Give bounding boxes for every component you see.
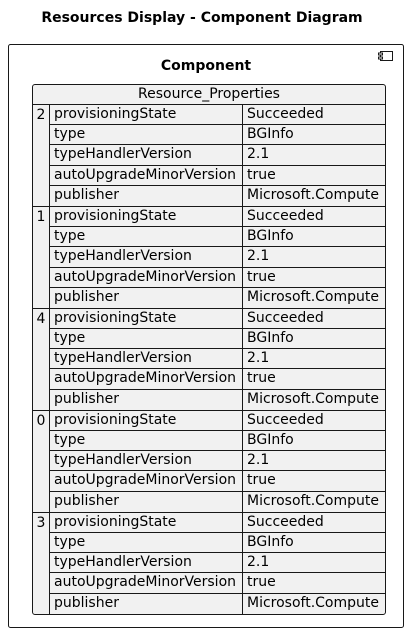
property-value: 2.1 (247, 554, 270, 571)
table-row: type BGInfo (50, 125, 385, 146)
table-body: 2 provisioningState Succeeded type BGInfo typ… (33, 105, 385, 614)
property-value: 2.1 (247, 146, 270, 163)
property-name: type (50, 532, 243, 553)
property-value: Succeeded (247, 411, 324, 428)
group-rows: provisioningState Succeeded type BGInfo type… (50, 206, 385, 308)
property-name: autoUpgradeMinorVersion (50, 267, 243, 287)
group-rows: provisioningState Succeeded type BGInfo type… (50, 410, 385, 512)
group-rows: provisioningState Succeeded type BGInfo type… (50, 512, 385, 614)
property-value: BGInfo (247, 330, 294, 347)
property-name: publisher (50, 593, 243, 614)
property-name: type (50, 329, 243, 349)
property-name: type (50, 125, 243, 145)
property-value: Succeeded (247, 207, 324, 224)
table-row: provisioningState Succeeded (50, 308, 385, 330)
table-row: typeHandlerVersion 2.1 (50, 145, 385, 166)
table-row: typeHandlerVersion 2.1 (50, 247, 385, 268)
property-value: Microsoft.Compute (247, 186, 380, 203)
property-name: provisioningState (50, 206, 243, 227)
group-rows: provisioningState Succeeded type BGInfo type… (50, 308, 385, 410)
property-value: BGInfo (247, 228, 294, 245)
resource-properties-table: Resource_Properties 2 provisioningState Su… (32, 84, 386, 615)
property-name: publisher (50, 389, 243, 410)
table-group: 1 provisioningState Succeeded type BGInfo typ… (33, 206, 385, 309)
table-group: 2 provisioningState Succeeded type BGInfo typ… (33, 105, 385, 207)
table-row: provisioningState Succeeded (50, 105, 385, 126)
property-value: Microsoft.Compute (247, 594, 380, 611)
group-index: 4 (33, 308, 50, 410)
table-row: typeHandlerVersion 2.1 (50, 451, 385, 472)
property-name: type (50, 227, 243, 247)
table-row: autoUpgradeMinorVersion true (50, 471, 385, 492)
property-name: provisioningState (50, 105, 243, 125)
table-row: type BGInfo (50, 431, 385, 452)
component-title: Component (160, 58, 252, 74)
property-value: true (247, 472, 276, 489)
property-value: 2.1 (247, 350, 270, 367)
property-value: 2.1 (247, 248, 270, 265)
table-group: 0 provisioningState Succeeded type BGInfo typ… (33, 410, 385, 513)
group-index: 1 (33, 206, 50, 308)
table-group: 3 provisioningState Succeeded type BGInfo typ… (33, 512, 385, 614)
table-row: autoUpgradeMinorVersion true (50, 267, 385, 288)
table-row: publisher Microsoft.Compute (50, 389, 385, 410)
table-header: Resource_Properties (33, 85, 385, 105)
property-value: 2.1 (247, 452, 270, 469)
property-name: typeHandlerVersion (50, 145, 243, 165)
property-value: true (247, 574, 276, 591)
group-index: 3 (33, 512, 50, 614)
table-row: type BGInfo (50, 532, 385, 554)
property-name: typeHandlerVersion (50, 247, 243, 267)
property-name: publisher (50, 491, 243, 512)
table-row: typeHandlerVersion 2.1 (50, 553, 385, 574)
property-name: autoUpgradeMinorVersion (50, 165, 243, 185)
table-row: provisioningState Succeeded (50, 206, 385, 228)
property-value: BGInfo (247, 126, 294, 143)
table-row: autoUpgradeMinorVersion true (50, 573, 385, 594)
table-row: type BGInfo (50, 227, 385, 248)
property-name: provisioningState (50, 308, 243, 329)
property-name: publisher (50, 185, 243, 206)
table-group: 4 provisioningState Succeeded type BGInfo typ… (33, 308, 385, 411)
property-value: true (247, 370, 276, 387)
property-value: BGInfo (247, 533, 294, 550)
property-value: Microsoft.Compute (247, 288, 380, 305)
property-value: BGInfo (247, 432, 294, 448)
table-row: typeHandlerVersion 2.1 (50, 349, 385, 370)
component-box: Component Resource_Properties 2 provision… (8, 44, 404, 628)
group-rows: provisioningState Succeeded type BGInfo type… (50, 105, 385, 206)
property-value: true (247, 166, 276, 183)
property-name: type (50, 431, 243, 451)
property-value: Succeeded (247, 513, 324, 530)
table-row: provisioningState Succeeded (50, 410, 385, 431)
table-row: publisher Microsoft.Compute (50, 593, 385, 614)
table-row: type BGInfo (50, 329, 385, 350)
table-row: publisher Microsoft.Compute (50, 287, 385, 308)
group-index: 0 (33, 410, 50, 512)
property-name: typeHandlerVersion (50, 553, 243, 573)
property-value: true (247, 268, 276, 285)
group-index: 2 (33, 105, 50, 206)
property-name: provisioningState (50, 512, 243, 532)
property-name: typeHandlerVersion (50, 349, 243, 369)
property-name: autoUpgradeMinorVersion (50, 369, 243, 389)
property-name: provisioningState (50, 410, 243, 430)
table-row: publisher Microsoft.Compute (50, 185, 385, 206)
table-row: autoUpgradeMinorVersion true (50, 165, 385, 186)
property-name: autoUpgradeMinorVersion (50, 471, 243, 491)
property-value: Succeeded (247, 106, 324, 122)
table-row: publisher Microsoft.Compute (50, 491, 385, 512)
diagram-title: Resources Display - Component Diagram (41, 10, 363, 26)
property-value: Microsoft.Compute (247, 492, 380, 509)
property-value: Microsoft.Compute (247, 390, 380, 407)
property-name: typeHandlerVersion (50, 451, 243, 471)
property-name: publisher (50, 287, 243, 308)
table-row: provisioningState Succeeded (50, 512, 385, 533)
component-icon (378, 51, 393, 61)
property-value: Succeeded (247, 309, 324, 326)
property-name: autoUpgradeMinorVersion (50, 573, 243, 593)
table-row: autoUpgradeMinorVersion true (50, 369, 385, 390)
